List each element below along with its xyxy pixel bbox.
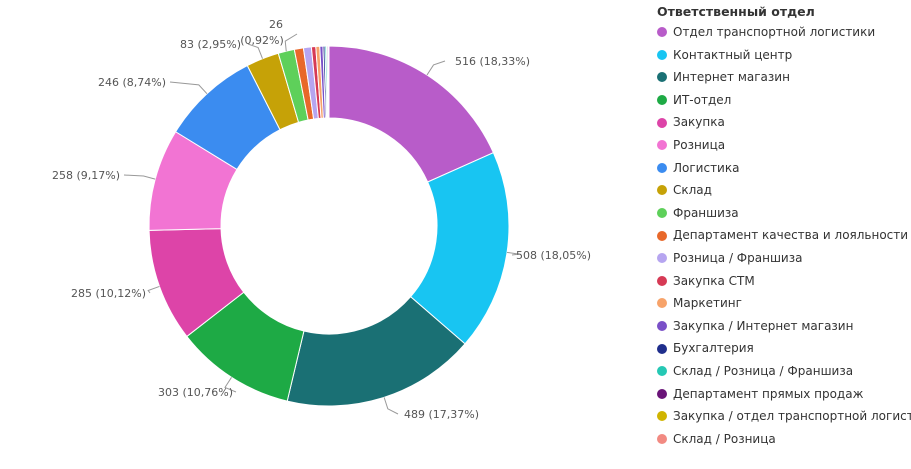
leader-line-7	[247, 43, 264, 59]
leader-line-5	[123, 174, 156, 180]
data-label-7: 83 (2,95%)	[180, 38, 241, 51]
legend-label: Отдел транспортной логистики	[673, 25, 876, 39]
legend-swatch-icon	[657, 343, 667, 354]
data-label-extra-percent: (0,92%)	[240, 34, 284, 47]
legend-swatch-icon	[657, 117, 667, 128]
data-label-4: 285 (10,12%)	[71, 287, 146, 300]
legend-label: Закупка / отдел транспортной логистики	[673, 409, 911, 424]
legend-swatch-icon	[657, 253, 667, 264]
legend-item-1[interactable]: Контактный центр	[657, 44, 911, 67]
legend-item-15[interactable]: Склад / Розница / Франшиза	[657, 360, 911, 383]
leader-line-extra	[284, 33, 298, 52]
leader-line-2	[383, 397, 399, 415]
legend-item-3[interactable]: ИТ-отдел	[657, 89, 911, 112]
leader-line-3	[224, 377, 237, 393]
legend-item-17[interactable]: Закупка / отдел транспортной логистики	[657, 405, 911, 428]
legend-item-18[interactable]: Склад / Розница	[657, 428, 911, 451]
legend-item-12[interactable]: Маркетинг	[657, 292, 911, 315]
legend-label: ИТ-отдел	[673, 92, 732, 107]
legend-label: Розница	[673, 137, 726, 152]
legend-item-5[interactable]: Розница	[657, 134, 911, 157]
legend-item-16[interactable]: Департамент прямых продаж	[657, 383, 911, 406]
legend-swatch-icon	[657, 230, 667, 241]
legend-item-4[interactable]: Закупка	[657, 111, 911, 134]
legend-swatch-icon	[657, 95, 667, 106]
legend-label: Логистика	[673, 160, 740, 175]
legend-label: Розница / Франшиза	[673, 250, 803, 265]
leader-line-1	[506, 251, 519, 256]
data-label-extra-value: 26	[269, 18, 283, 31]
legend-label: Бухгалтерия	[673, 341, 754, 356]
legend-label: Интернет магазин	[673, 70, 790, 85]
legend-item-14[interactable]: Бухгалтерия	[657, 337, 911, 360]
legend-label: Склад / Розница	[673, 431, 776, 446]
legend-swatch-icon	[657, 298, 667, 309]
legend-swatch-icon	[657, 275, 667, 286]
legend-swatch-icon	[657, 208, 667, 219]
legend-item-9[interactable]: Департамент качества и лояльности	[657, 224, 911, 247]
legend-swatch-icon	[657, 162, 667, 173]
legend-item-10[interactable]: Розница / Франшиза	[657, 247, 911, 270]
data-label-2: 489 (17,37%)	[404, 408, 479, 421]
legend-swatch-icon	[657, 49, 667, 60]
legend-item-7[interactable]: Склад	[657, 179, 911, 202]
legend-title: Ответственный отдел	[657, 4, 815, 19]
legend-swatch-icon	[657, 185, 667, 196]
legend-label: Закупка / Интернет магазин	[673, 318, 854, 333]
data-label-0: 516 (18,33%)	[455, 55, 530, 68]
legend-item-11[interactable]: Закупка СТМ	[657, 270, 911, 293]
legend-label: Склад / Розница / Франшиза	[673, 363, 854, 378]
legend-swatch-icon	[657, 411, 667, 422]
legend-item-6[interactable]: Логистика	[657, 157, 911, 180]
legend-label: Закупка	[673, 115, 725, 130]
data-label-5: 258 (9,17%)	[52, 169, 120, 182]
leader-line-0	[426, 60, 446, 76]
legend-swatch-icon	[657, 27, 667, 38]
legend-swatch-icon	[657, 366, 667, 377]
legend-label: Департамент прямых продаж	[673, 386, 864, 401]
data-label-1: 508 (18,05%)	[516, 249, 591, 262]
legend-label: Контактный центр	[673, 47, 793, 62]
legend-item-13[interactable]: Закупка / Интернет магазин	[657, 315, 911, 338]
legend-label: Франшиза	[673, 205, 739, 220]
legend-label: Департамент качества и лояльности	[673, 228, 909, 243]
legend-label: Склад	[673, 183, 712, 198]
leader-line-4	[147, 285, 160, 294]
legend-swatch-icon	[657, 321, 667, 332]
legend-item-2[interactable]: Интернет магазин	[657, 66, 911, 89]
legend-swatch-icon	[657, 140, 667, 151]
data-label-3: 303 (10,76%)	[158, 386, 233, 399]
legend-label: Закупка СТМ	[673, 273, 755, 288]
donut-chart: 516 (18,33%) 508 (18,05%) 489 (17,37%) 303 …	[52, 18, 591, 421]
legend-swatch-icon	[657, 72, 667, 83]
legend-item-8[interactable]: Франшиза	[657, 202, 911, 225]
legend-swatch-icon	[657, 433, 667, 444]
legend-swatch-icon	[657, 388, 667, 399]
legend: Ответственный отдел Отдел транспортной л…	[657, 3, 911, 450]
data-label-6: 246 (8,74%)	[98, 76, 166, 89]
legend-label: Маркетинг	[673, 296, 742, 311]
legend-item-0[interactable]: Отдел транспортной логистики	[657, 21, 911, 44]
leader-line-6	[169, 81, 208, 95]
